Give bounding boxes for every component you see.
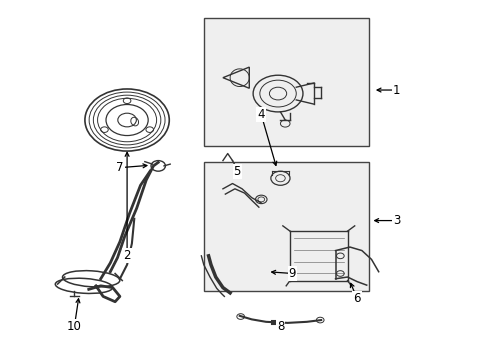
Bar [203, 18, 368, 147]
Bar [203, 162, 368, 291]
Text: 8: 8 [276, 320, 284, 333]
Text: 6: 6 [353, 292, 360, 305]
Text: 7: 7 [116, 161, 123, 174]
Text: 5: 5 [233, 165, 241, 178]
Text: 3: 3 [392, 214, 400, 227]
Text: 1: 1 [392, 84, 400, 96]
Text: 4: 4 [257, 108, 264, 121]
Text: 9: 9 [288, 267, 296, 280]
Text: 10: 10 [67, 320, 81, 333]
Text: 2: 2 [123, 249, 131, 262]
